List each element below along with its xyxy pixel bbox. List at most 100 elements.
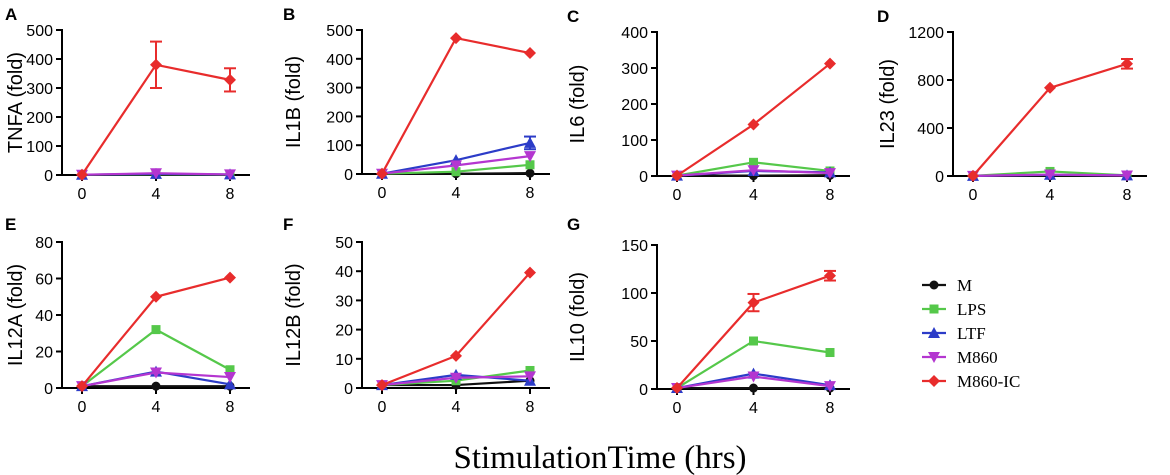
chart-panel-c: C 0 100 200 300 400 0 4 8 IL6 (fold) [567, 7, 850, 204]
data-point [150, 290, 162, 303]
panel-letter: G [567, 215, 580, 234]
x-tick-label: 0 [378, 185, 387, 202]
data-point [1044, 169, 1056, 181]
data-point [151, 381, 161, 391]
panel-letter: B [283, 5, 295, 24]
y-tick-label: 0 [344, 381, 353, 398]
x-tick-label: 0 [969, 187, 978, 204]
data-point [150, 58, 162, 71]
y-tick-label: 0 [344, 167, 353, 184]
panel-letter: A [5, 5, 17, 24]
data-point [524, 266, 536, 279]
y-tick-label: 800 [917, 73, 944, 90]
chart-panel-d: D 0 400 800 1200 0 4 8 IL23 (fold) [877, 7, 1147, 204]
data-point [224, 378, 236, 390]
legend-label: M860-IC [957, 372, 1020, 391]
data-point [76, 168, 88, 181]
y-tick-label: 500 [26, 23, 53, 40]
y-axis-title: IL23 (fold) [877, 59, 899, 149]
data-point [825, 348, 835, 358]
data-point [747, 296, 760, 309]
data-point [1044, 81, 1056, 94]
data-point [671, 169, 683, 182]
y-tick-label: 80 [35, 235, 53, 252]
y-tick-label: 40 [35, 308, 53, 325]
chart-panel-f: F 0 10 20 30 40 50 0 4 8 IL12B (fold) [283, 215, 550, 416]
y-axis-title: TNFA (fold) [5, 52, 27, 153]
data-point [749, 383, 758, 393]
y-tick-label: 100 [621, 286, 648, 303]
y-tick-label: 0 [639, 382, 648, 399]
series-line [381, 36, 531, 175]
series-m860-ic [671, 269, 836, 395]
y-tick-label: 200 [26, 110, 53, 127]
y-tick-label: 50 [630, 334, 648, 351]
y-tick-label: 300 [621, 61, 648, 78]
series-line [381, 271, 531, 387]
data-point [224, 372, 236, 384]
y-tick-label: 300 [26, 81, 53, 98]
x-tick-label: 8 [226, 399, 235, 416]
y-tick-label: 200 [621, 97, 648, 114]
data-point [824, 269, 836, 282]
y-tick-label: 0 [44, 381, 53, 398]
x-tick-label: 8 [826, 400, 835, 417]
data-point [524, 136, 536, 148]
x-tick-label: 8 [526, 399, 535, 416]
chart-panel-b: B 0 100 200 300 400 500 0 4 8 IL1B (fold) [283, 5, 550, 202]
y-tick-label: 1200 [908, 25, 944, 42]
data-point [151, 325, 161, 335]
y-axis-title: IL6 (fold) [567, 65, 589, 144]
y-tick-label: 400 [26, 52, 53, 69]
y-tick-label: 400 [326, 52, 353, 69]
data-point [76, 380, 88, 393]
y-tick-label: 300 [326, 81, 353, 98]
y-tick-label: 30 [335, 293, 353, 310]
data-point [747, 165, 760, 177]
x-tick-label: 8 [226, 186, 235, 203]
data-point [224, 73, 236, 86]
panel-letter: E [5, 215, 16, 234]
series-m860-ic [76, 271, 236, 393]
x-tick-label: 0 [673, 187, 682, 204]
data-point [224, 271, 236, 284]
y-tick-label: 0 [639, 169, 648, 186]
data-point [824, 381, 836, 393]
series-m860-ic [671, 57, 836, 182]
y-tick-label: 150 [621, 238, 648, 255]
y-tick-label: 40 [335, 264, 353, 281]
y-tick-label: 20 [35, 345, 53, 362]
data-point [376, 379, 388, 392]
y-tick-label: 60 [35, 272, 53, 289]
x-axis-title: StimulationTime (hrs) [453, 440, 746, 475]
y-tick-label: 10 [335, 352, 353, 369]
series-m860 [76, 168, 236, 181]
x-tick-label: 0 [78, 399, 87, 416]
data-point [224, 169, 236, 181]
y-tick-label: 50 [335, 235, 353, 252]
y-tick-label: 200 [326, 109, 353, 126]
y-axis-title: IL12A (fold) [5, 264, 27, 366]
legend-marker [929, 304, 939, 314]
y-tick-label: 100 [326, 138, 353, 155]
x-tick-label: 0 [673, 400, 682, 417]
y-tick-label: 100 [26, 139, 53, 156]
x-tick-label: 4 [749, 400, 758, 417]
chart-panel-a: A 0 100 200 300 400 500 0 4 8 TNFA (fold) [5, 5, 250, 203]
x-tick-label: 4 [152, 186, 161, 203]
x-tick-label: 4 [749, 187, 758, 204]
data-point [225, 365, 235, 375]
panel-letter: D [877, 7, 889, 26]
data-point [747, 118, 760, 131]
data-point [524, 151, 536, 163]
y-tick-label: 0 [935, 169, 944, 186]
y-tick-label: 400 [621, 25, 648, 42]
data-point [824, 168, 836, 180]
y-axis-title: IL12B (fold) [283, 263, 305, 366]
data-point [671, 382, 683, 395]
y-axis-title: IL10 (fold) [567, 272, 589, 362]
data-point [1121, 170, 1133, 182]
legend-marker [928, 327, 940, 338]
chart-panel-e: E 0 20 40 60 80 0 4 8 IL12A (fold) [5, 215, 250, 416]
x-tick-label: 8 [1123, 187, 1132, 204]
